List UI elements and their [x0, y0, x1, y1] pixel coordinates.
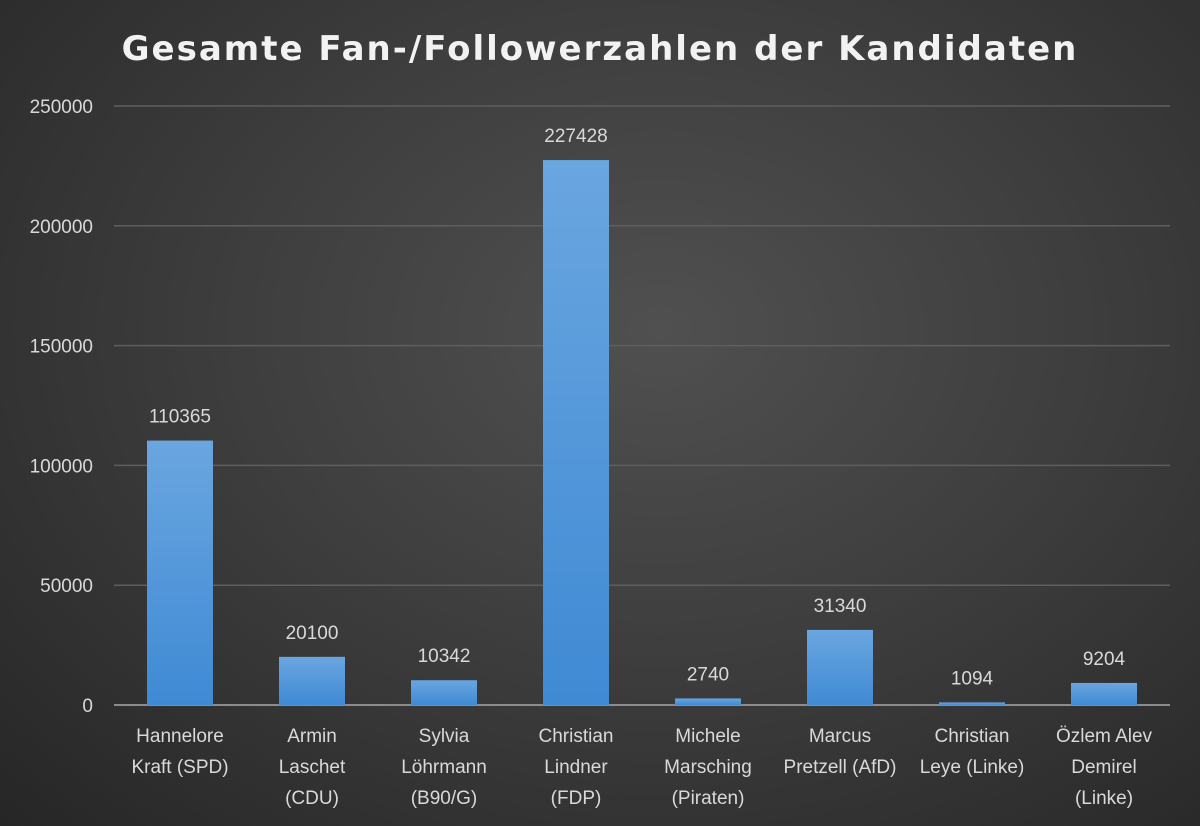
category-label-line: Marsching — [664, 757, 752, 778]
data-label: 9204 — [1083, 649, 1126, 670]
category-label: Michele Marsching (Piraten) — [664, 726, 752, 809]
y-axis-ticks: 0 50000 100000 150000 200000 250000 — [30, 97, 93, 717]
category-label-line: Marcus — [809, 726, 871, 747]
bar — [675, 698, 741, 705]
category-label-line: (B90/G) — [411, 788, 478, 809]
category-label-line: (CDU) — [285, 788, 339, 809]
category-label-line: Christian — [935, 726, 1010, 747]
category-label-line: Leye (Linke) — [920, 757, 1025, 778]
x-axis-categories: Hannelore Kraft (SPD) Armin Laschet (CDU) Syl… — [131, 726, 1152, 809]
y-tick-label: 150000 — [30, 337, 93, 358]
category-label-line: Löhrmann — [401, 757, 487, 778]
bar — [807, 629, 873, 705]
category-label: Christian Lindner (FDP) — [539, 726, 614, 809]
category-label: Sylvia Löhrmann (B90/G) — [401, 726, 487, 809]
gridlines — [114, 105, 1170, 706]
data-label: 227428 — [544, 126, 607, 147]
category-label-line: Kraft (SPD) — [131, 757, 228, 778]
category-label: Özlem Alev Demirel (Linke) — [1056, 726, 1153, 809]
data-label: 10342 — [418, 646, 471, 667]
bars — [147, 160, 1137, 705]
y-tick-label: 0 — [82, 696, 93, 717]
bar — [939, 702, 1005, 705]
data-label: 20100 — [286, 623, 339, 644]
category-label-line: Sylvia — [419, 726, 470, 747]
category-label-line: Laschet — [279, 757, 346, 778]
bar — [543, 160, 609, 705]
chart-title: Gesamte Fan-/Followerzahlen der Kandidat… — [122, 29, 1079, 69]
bar — [279, 656, 345, 705]
data-label: 2740 — [687, 664, 729, 685]
category-label-line: (Piraten) — [672, 788, 745, 809]
data-labels: 110365 20100 10342 227428 2740 31340 1094 9204 — [149, 126, 1126, 689]
y-tick-label: 100000 — [30, 456, 93, 477]
bar — [411, 680, 477, 705]
category-label-line: (Linke) — [1075, 788, 1133, 809]
bar — [1071, 682, 1137, 705]
data-label: 1094 — [951, 668, 994, 689]
category-label: Christian Leye (Linke) — [920, 726, 1025, 778]
category-label: Hannelore Kraft (SPD) — [131, 726, 228, 778]
category-label: Armin Laschet (CDU) — [279, 726, 346, 809]
y-tick-label: 50000 — [40, 576, 93, 597]
category-label-line: Pretzell (AfD) — [784, 757, 897, 778]
category-label: Marcus Pretzell (AfD) — [784, 726, 897, 778]
category-label-line: Lindner — [544, 757, 608, 778]
category-label-line: (FDP) — [551, 788, 602, 809]
category-label-line: Hannelore — [136, 726, 224, 747]
category-label-line: Özlem Alev — [1056, 726, 1153, 747]
data-label: 31340 — [814, 596, 867, 617]
y-tick-label: 200000 — [30, 217, 93, 238]
category-label-line: Demirel — [1071, 757, 1136, 778]
category-label-line: Michele — [675, 726, 740, 747]
y-tick-label: 250000 — [30, 97, 93, 118]
category-label-line: Christian — [539, 726, 614, 747]
bar — [147, 440, 213, 705]
data-label: 110365 — [149, 407, 211, 428]
category-label-line: Armin — [287, 726, 337, 747]
